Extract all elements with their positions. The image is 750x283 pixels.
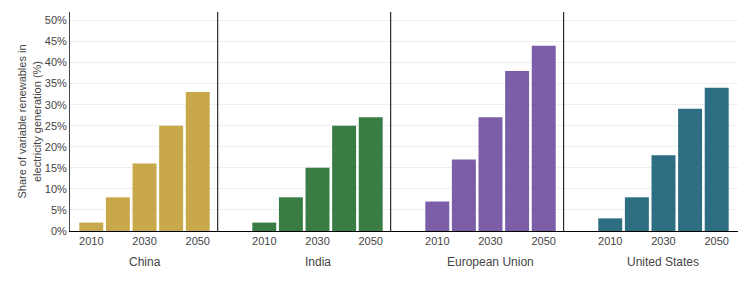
svg-text:10%: 10% [45, 183, 67, 195]
svg-text:2030: 2030 [305, 235, 329, 247]
svg-text:2010: 2010 [598, 235, 622, 247]
svg-text:2050: 2050 [186, 235, 210, 247]
svg-text:2030: 2030 [132, 235, 156, 247]
svg-text:China: China [129, 255, 161, 269]
svg-text:0%: 0% [51, 225, 67, 237]
svg-text:2010: 2010 [252, 235, 276, 247]
svg-text:15%: 15% [45, 162, 67, 174]
svg-text:5%: 5% [51, 204, 67, 216]
svg-text:40%: 40% [45, 56, 67, 68]
svg-text:2010: 2010 [79, 235, 103, 247]
svg-text:European Union: European Union [447, 255, 534, 269]
svg-text:30%: 30% [45, 99, 67, 111]
svg-text:2030: 2030 [651, 235, 675, 247]
svg-text:20%: 20% [45, 141, 67, 153]
svg-text:2050: 2050 [358, 235, 382, 247]
svg-text:Share of variable renewables i: Share of variable renewables inelectrici… [16, 44, 42, 198]
svg-text:25%: 25% [45, 120, 67, 132]
svg-text:United States: United States [627, 255, 699, 269]
svg-text:50%: 50% [45, 14, 67, 26]
svg-text:45%: 45% [45, 35, 67, 47]
svg-text:India: India [305, 255, 331, 269]
svg-text:2030: 2030 [478, 235, 502, 247]
svg-text:2050: 2050 [531, 235, 555, 247]
svg-text:2010: 2010 [425, 235, 449, 247]
svg-text:2050: 2050 [704, 235, 728, 247]
svg-text:35%: 35% [45, 77, 67, 89]
